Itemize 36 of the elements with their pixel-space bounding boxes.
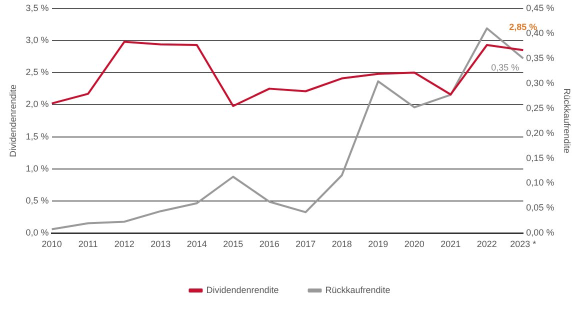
x-tick-label: 2020	[404, 239, 424, 250]
y2-tick-label: 0,00 %	[526, 228, 554, 238]
x-tick-label: 2013	[150, 239, 171, 250]
x-tick-label: 2012	[114, 239, 134, 250]
y2-tick-label: 0,45 %	[526, 2, 554, 13]
data-label: 0,35 %	[491, 62, 520, 72]
x-tick-label: 2023 *	[510, 239, 537, 250]
x-tick-label: 2016	[259, 239, 280, 250]
y2-tick-label: 0,15 %	[526, 152, 554, 163]
y-tick-label: 3,0 %	[26, 35, 49, 45]
x-tick-label: 2015	[223, 239, 244, 250]
y2-axis-title: Rückkaufrendite	[562, 88, 572, 154]
y2-tick-label: 0,05 %	[526, 202, 554, 213]
x-tick-label: 2017	[296, 239, 316, 250]
y-tick-label: 3,5 %	[26, 2, 49, 13]
legend-label: Dividendenrendite	[206, 284, 279, 295]
y-axis-title: Dividendenrendite	[8, 84, 18, 158]
y-tick-label: 1,0 %	[26, 163, 49, 174]
x-tick-label: 2011	[78, 239, 98, 250]
y2-tick-label: 0,10 %	[526, 178, 554, 188]
x-tick-label: 2019	[368, 239, 388, 250]
y-tick-label: 0,5 %	[26, 196, 49, 206]
y2-tick-label: 0,30 %	[526, 78, 554, 88]
x-tick-label: 2010	[42, 239, 62, 250]
y2-tick-label: 0,20 %	[526, 128, 554, 138]
x-tick-label: 2018	[332, 239, 352, 250]
x-tick-label: 2014	[186, 239, 207, 250]
y-tick-label: 0,0 %	[26, 228, 49, 238]
y2-tick-label: 0,35 %	[526, 52, 554, 63]
x-tick-label: 2021	[440, 239, 461, 250]
x-tick-label: 2022	[476, 239, 497, 250]
y-tick-label: 1,5 %	[26, 131, 49, 142]
y2-tick-label: 0,25 %	[526, 102, 554, 113]
legend-label: Rückkaufrendite	[325, 284, 390, 295]
y-tick-label: 2,5 %	[26, 67, 49, 78]
y-tick-label: 2,0 %	[26, 99, 49, 110]
